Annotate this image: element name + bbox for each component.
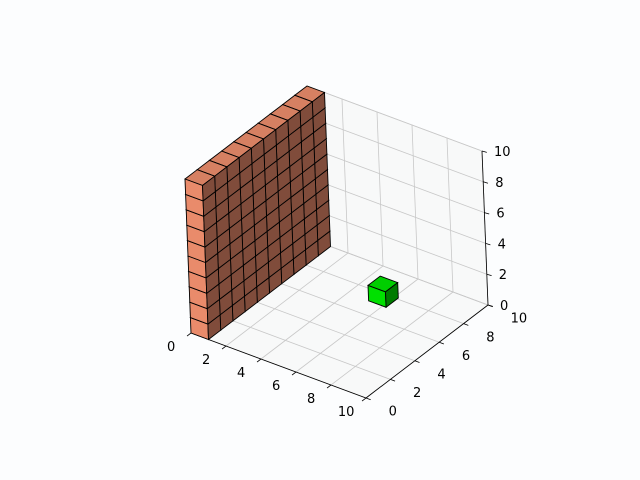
y-tick-label: 6 — [462, 349, 470, 364]
x-tick-mark — [291, 371, 297, 376]
x-tick-mark — [326, 384, 332, 389]
x-tick-mark — [361, 397, 367, 402]
grid-line-z-back — [312, 239, 489, 306]
y-tick-mark — [463, 323, 469, 326]
wall-voxel — [184, 169, 216, 202]
x-axis-line — [190, 332, 367, 399]
y-tick-mark — [390, 379, 396, 382]
y-axis-line — [365, 304, 489, 399]
z-tick-label: 0 — [500, 299, 508, 314]
grid-line-x-back — [376, 111, 384, 267]
y-tick-label: 0 — [389, 405, 397, 420]
z-tick-label: 2 — [499, 268, 507, 283]
grid-line-y-floor — [239, 295, 415, 362]
y-tick-label: 10 — [511, 312, 528, 327]
voxel-layer — [184, 85, 399, 341]
y-tick-label: 8 — [486, 330, 494, 345]
y-tick-label: 4 — [437, 367, 445, 382]
z-tick-mark — [485, 243, 491, 246]
z-tick-mark — [481, 150, 487, 153]
y-tick-mark — [439, 341, 445, 345]
grid-line-z-back — [311, 208, 487, 275]
y-tick-label: 2 — [413, 386, 421, 401]
x-tick-label: 2 — [202, 353, 210, 368]
z-tick-mark — [486, 273, 492, 277]
z-tick-label: 10 — [494, 145, 511, 160]
axis-lines — [190, 150, 489, 399]
x-tick-label: 6 — [272, 379, 280, 394]
y-tick-mark — [414, 360, 420, 363]
grid-line-x-back — [341, 98, 349, 254]
grid-line-x-back — [446, 137, 454, 293]
z-tick-mark — [487, 304, 493, 307]
x-tick-mark — [221, 345, 227, 350]
x-tick-mark — [186, 332, 192, 337]
x-tick-label: 8 — [307, 392, 315, 407]
grid-line-x-floor — [225, 252, 349, 347]
grid-line-x-back — [411, 124, 419, 280]
z-tick-mark — [484, 212, 490, 215]
grid-line-y-floor — [215, 314, 391, 380]
voxel-face-side — [202, 175, 216, 202]
cube-voxel — [367, 275, 399, 309]
z-tick-mark — [483, 181, 489, 184]
grid-line-z-back — [308, 116, 484, 183]
grid-line-x-floor — [330, 291, 454, 386]
x-tick-mark — [256, 358, 262, 363]
y-tick-mark — [365, 397, 371, 401]
z-axis-line — [481, 150, 489, 306]
z-tick-label: 8 — [495, 176, 503, 191]
x-tick-label: 4 — [237, 366, 245, 381]
grid-line-z-back — [309, 147, 485, 213]
voxel-face-side — [385, 281, 399, 309]
grid-line-x-floor — [260, 265, 384, 360]
z-tick-label: 6 — [496, 207, 504, 222]
grid-line-z-back — [306, 85, 483, 152]
x-tick-label: 10 — [338, 405, 355, 420]
grid-line-y-floor — [264, 276, 440, 343]
x-tick-label: 0 — [167, 340, 175, 355]
z-tick-label: 4 — [498, 237, 506, 252]
grid-line-z-back — [310, 178, 486, 244]
